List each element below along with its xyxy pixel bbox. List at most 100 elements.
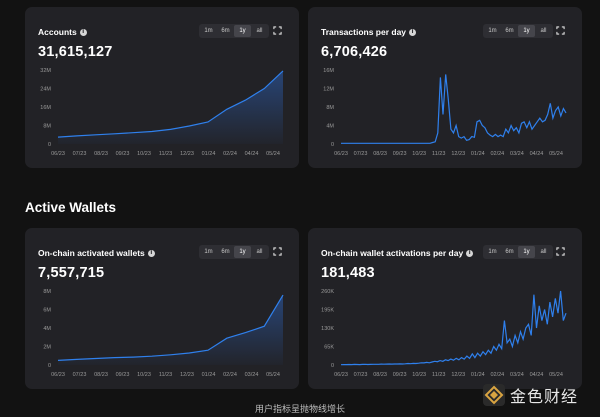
chart-title-text: Transactions per day xyxy=(321,27,407,37)
x-tick-label: 12/23 xyxy=(180,372,194,378)
y-tick-label: 16M xyxy=(323,68,334,74)
range-tab-1m[interactable]: 1m xyxy=(488,28,497,34)
x-tick-label: 10/23 xyxy=(137,151,151,157)
range-tab-all[interactable]: all xyxy=(256,249,263,255)
range-selector: 1m 6m 1y all xyxy=(483,245,553,259)
chart-card-wallet-activations: On-chain wallet activations per day i 181,… xyxy=(308,228,582,389)
chart-plot: 260K 195K 130K 65K 006/23 07/23 08/23 09/23 10/2… xyxy=(321,289,567,378)
chart-title-text: On-chain wallet activations per day xyxy=(321,248,464,258)
y-tick-label: 0 xyxy=(48,142,51,148)
y-tick-label: 6M xyxy=(43,308,51,314)
chart-title-text: Accounts xyxy=(38,27,77,37)
x-tick-label: 09/23 xyxy=(393,151,407,157)
x-tick-label: 08/23 xyxy=(373,151,387,157)
range-tab-1m[interactable]: 1m xyxy=(488,249,497,255)
y-tick-label: 24M xyxy=(40,87,51,93)
x-tick-label: 06/23 xyxy=(334,372,348,378)
y-tick-label: 65K xyxy=(324,345,334,351)
y-tick-label: 0 xyxy=(331,142,334,148)
x-tick-label: 09/23 xyxy=(393,372,407,378)
expand-icon[interactable] xyxy=(273,247,282,256)
range-tab-all[interactable]: all xyxy=(256,28,263,34)
series-line xyxy=(340,290,567,366)
x-tick-label: 01/24 xyxy=(202,372,216,378)
x-tick-label: 05/24 xyxy=(266,372,280,378)
range-tab-6m[interactable]: 6m xyxy=(505,249,514,255)
series-line xyxy=(57,294,284,361)
range-tab-6m[interactable]: 6m xyxy=(221,249,230,255)
x-tick-label: 11/23 xyxy=(432,372,445,378)
series-line xyxy=(341,74,567,144)
x-tick-label: 02/24 xyxy=(223,372,237,378)
x-tick-label: 08/23 xyxy=(94,372,108,378)
x-tick-label: 05/24 xyxy=(549,372,563,378)
info-icon[interactable]: i xyxy=(466,249,474,257)
chart-title-text: On-chain activated wallets xyxy=(38,248,145,258)
x-tick-label: 12/23 xyxy=(451,372,465,378)
y-tick-label: 195K xyxy=(321,308,334,314)
y-tick-label: 0 xyxy=(48,363,51,369)
x-tick-label: 09/23 xyxy=(116,151,130,157)
range-tab-6m[interactable]: 6m xyxy=(221,28,230,34)
range-tab-all[interactable]: all xyxy=(540,28,547,34)
chart-title: Accounts i xyxy=(38,27,87,37)
info-icon[interactable]: i xyxy=(147,249,155,257)
y-tick-label: 130K xyxy=(321,326,334,332)
range-tab-1m[interactable]: 1m xyxy=(204,249,213,255)
series-area xyxy=(58,70,283,144)
x-tick-label: 10/23 xyxy=(137,372,151,378)
expand-icon[interactable] xyxy=(556,26,565,35)
x-tick-label: 06/23 xyxy=(51,372,65,378)
x-tick-label: 03/24 xyxy=(245,372,259,378)
x-tick-label: 07/23 xyxy=(73,372,87,378)
x-tick-label: 03/24 xyxy=(510,372,524,378)
x-tick-label: 09/23 xyxy=(116,372,130,378)
x-tick-label: 11/23 xyxy=(432,151,445,157)
section-title: Active Wallets xyxy=(25,200,117,215)
chart-card-accounts: Accounts i 31,615,127 1m 6m 1y all 32M 24M 16M 8M 0… xyxy=(25,7,299,168)
expand-icon[interactable] xyxy=(556,247,565,256)
x-tick-label: 01/24 xyxy=(202,151,216,157)
range-tab-all[interactable]: all xyxy=(540,249,547,255)
x-tick-label: 11/23 xyxy=(159,372,172,378)
y-tick-label: 32M xyxy=(40,68,51,74)
chart-plot: 8M 6M 4M 2M 006/23 07/23 08/23 09/23 10/23 11/23 1… xyxy=(43,289,284,378)
x-tick-label: 03/24 xyxy=(510,151,524,157)
x-tick-label: 10/23 xyxy=(412,372,426,378)
expand-icon[interactable] xyxy=(273,26,282,35)
x-tick-label: 10/23 xyxy=(412,151,426,157)
x-tick-label: 07/23 xyxy=(354,151,368,157)
chart-card-activated-wallets: On-chain activated wallets i 7,557,715 1m 6m… xyxy=(25,228,299,389)
x-tick-label: 12/23 xyxy=(180,151,194,157)
caption: 用户指标呈抛物线增长 xyxy=(254,405,345,415)
chart-title: On-chain activated wallets i xyxy=(38,248,155,258)
range-tab-1y[interactable]: 1y xyxy=(234,246,251,258)
range-tab-1y[interactable]: 1y xyxy=(234,25,251,37)
y-tick-label: 8M xyxy=(43,289,51,295)
series-line xyxy=(57,70,284,138)
watermark-text: 金色财经 xyxy=(510,387,579,406)
y-tick-label: 0 xyxy=(331,363,334,369)
range-tab-1y[interactable]: 1y xyxy=(518,246,535,258)
x-tick-label: 08/23 xyxy=(373,372,387,378)
range-tab-6m[interactable]: 6m xyxy=(505,28,514,34)
chart-card-transactions: Transactions per day i 6,706,426 1m 6m 1y all 1… xyxy=(308,7,582,168)
watermark-logo: 金色财经 xyxy=(483,383,578,407)
x-tick-label: 04/24 xyxy=(530,372,544,378)
x-tick-label: 07/23 xyxy=(354,372,368,378)
y-tick-label: 4M xyxy=(43,326,51,332)
x-tick-label: 05/24 xyxy=(266,151,280,157)
x-tick-label: 02/24 xyxy=(223,151,237,157)
x-tick-label: 01/24 xyxy=(471,372,485,378)
x-tick-label: 04/24 xyxy=(245,151,259,157)
range-tab-1m[interactable]: 1m xyxy=(204,28,213,34)
info-icon[interactable]: i xyxy=(79,28,87,36)
range-tab-1y[interactable]: 1y xyxy=(518,25,535,37)
x-tick-label: 06/23 xyxy=(334,151,348,157)
info-icon[interactable]: i xyxy=(409,28,417,36)
x-tick-label: 06/23 xyxy=(51,151,65,157)
x-tick-label: 07/23 xyxy=(73,151,87,157)
chart-value: 7,557,715 xyxy=(38,265,105,281)
x-tick-label: 12/23 xyxy=(451,151,465,157)
y-tick-label: 4M xyxy=(326,124,334,130)
